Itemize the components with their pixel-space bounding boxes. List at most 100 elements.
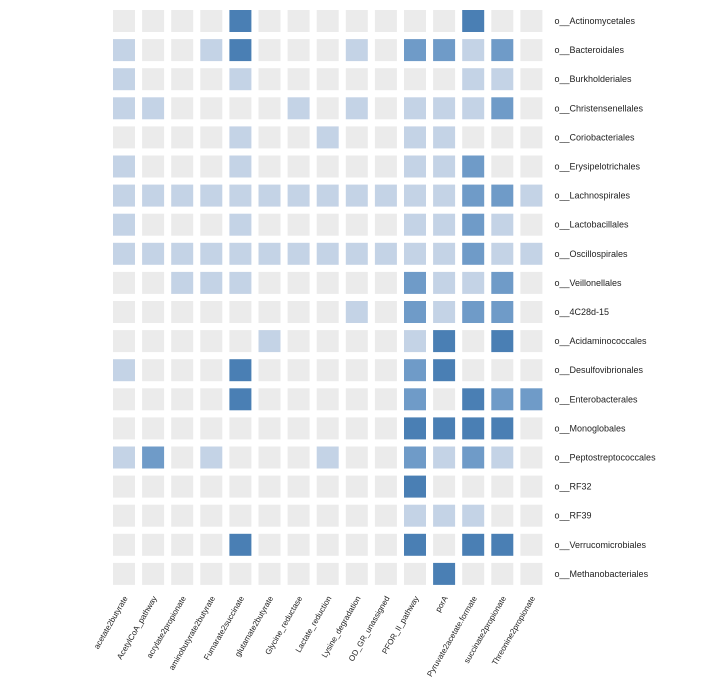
- heatmap-cell: [113, 10, 135, 32]
- heatmap-cell: [113, 504, 135, 527]
- heatmap-cell: [491, 68, 514, 91]
- heatmap-cell: [171, 155, 194, 178]
- heatmap-cell: [462, 155, 485, 178]
- heatmap-cell: [200, 68, 223, 91]
- heatmap-cell: [142, 184, 165, 207]
- heatmap-cell: [404, 242, 426, 265]
- heatmap-cell: [171, 446, 194, 469]
- heatmap-cell: [491, 155, 514, 178]
- heatmap-cell: [113, 155, 135, 178]
- heatmap-cell: [142, 242, 165, 265]
- heatmap-cell: [316, 10, 339, 32]
- heatmap-cell: [520, 10, 543, 32]
- heatmap-cell: [200, 39, 223, 62]
- heatmap-cell: [200, 330, 223, 353]
- heatmap-cell: [287, 242, 310, 265]
- heatmap-cell: [229, 446, 252, 469]
- heatmap-cell: [433, 213, 456, 236]
- heatmap-cell: [113, 242, 135, 265]
- heatmap-cell: [171, 301, 194, 323]
- heatmap-cell: [113, 475, 135, 498]
- heatmap-cell: [200, 155, 223, 178]
- heatmap-cell: [345, 39, 368, 62]
- heatmap-cell: [491, 417, 514, 440]
- heatmap-cell: [404, 39, 426, 62]
- row-label: o__Peptostreptococcales: [555, 453, 657, 463]
- heatmap-cell: [316, 39, 339, 62]
- heatmap-cell: [433, 10, 456, 32]
- heatmap-cell: [200, 504, 223, 527]
- heatmap-cell: [229, 533, 252, 556]
- heatmap-cell: [404, 271, 426, 294]
- heatmap-cells: [113, 10, 543, 585]
- heatmap-cell: [258, 359, 281, 382]
- heatmap-cell: [316, 68, 339, 91]
- heatmap-cell: [520, 126, 543, 149]
- row-label: o__4C28d-15: [555, 307, 610, 317]
- column-labels: acetate2butyrateAcetylCoA_pathwayacrylat…: [92, 594, 537, 678]
- heatmap-cell: [520, 39, 543, 62]
- heatmap-cell: [374, 417, 397, 440]
- heatmap-cell: [200, 446, 223, 469]
- heatmap-cell: [433, 446, 456, 469]
- heatmap-cell: [316, 126, 339, 149]
- heatmap-cell: [113, 446, 135, 469]
- heatmap-cell: [462, 97, 485, 120]
- heatmap-cell: [374, 184, 397, 207]
- heatmap-cell: [520, 562, 543, 585]
- heatmap-cell: [142, 39, 165, 62]
- heatmap-cell: [200, 242, 223, 265]
- row-label: o__Desulfovibrionales: [555, 365, 644, 375]
- row-labels: o__Actinomycetales o__Bacteroidales o__Bur…: [555, 16, 657, 579]
- heatmap-cell: [374, 10, 397, 32]
- heatmap-cell: [462, 301, 485, 323]
- heatmap-cell: [287, 301, 310, 323]
- heatmap-cell: [287, 271, 310, 294]
- heatmap-cell: [374, 271, 397, 294]
- heatmap-cell: [374, 504, 397, 527]
- heatmap-cell: [113, 388, 135, 411]
- heatmap-cell: [491, 97, 514, 120]
- heatmap-cell: [258, 39, 281, 62]
- heatmap-cell: [113, 97, 135, 120]
- heatmap-cell: [462, 504, 485, 527]
- column-label: Pyruvate2acetate.formate: [425, 594, 479, 678]
- heatmap-cell: [171, 242, 194, 265]
- heatmap-cell: [258, 446, 281, 469]
- heatmap-cell: [200, 301, 223, 323]
- heatmap-cell: [433, 155, 456, 178]
- heatmap-cell: [200, 388, 223, 411]
- heatmap-cell: [374, 330, 397, 353]
- heatmap-cell: [258, 126, 281, 149]
- heatmap-cell: [258, 213, 281, 236]
- heatmap-cell: [316, 155, 339, 178]
- heatmap-cell: [433, 97, 456, 120]
- heatmap-cell: [200, 562, 223, 585]
- heatmap-cell: [404, 388, 426, 411]
- heatmap-cell: [171, 417, 194, 440]
- row-label: o__Oscillospirales: [555, 249, 629, 259]
- heatmap-cell: [287, 97, 310, 120]
- heatmap-cell: [287, 446, 310, 469]
- heatmap-cell: [345, 301, 368, 323]
- heatmap-cell: [520, 417, 543, 440]
- heatmap-cell: [113, 184, 135, 207]
- heatmap-cell: [142, 533, 165, 556]
- heatmap-cell: [491, 359, 514, 382]
- heatmap-cell: [316, 475, 339, 498]
- heatmap-cell: [404, 562, 426, 585]
- heatmap-cell: [433, 301, 456, 323]
- heatmap-cell: [113, 417, 135, 440]
- heatmap-cell: [200, 271, 223, 294]
- heatmap-cell: [345, 155, 368, 178]
- heatmap-cell: [404, 184, 426, 207]
- heatmap-cell: [113, 68, 135, 91]
- heatmap-cell: [374, 533, 397, 556]
- heatmap-cell: [113, 301, 135, 323]
- heatmap-cell: [316, 562, 339, 585]
- heatmap-cell: [200, 213, 223, 236]
- heatmap-cell: [433, 475, 456, 498]
- heatmap-cell: [433, 184, 456, 207]
- heatmap-cell: [462, 242, 485, 265]
